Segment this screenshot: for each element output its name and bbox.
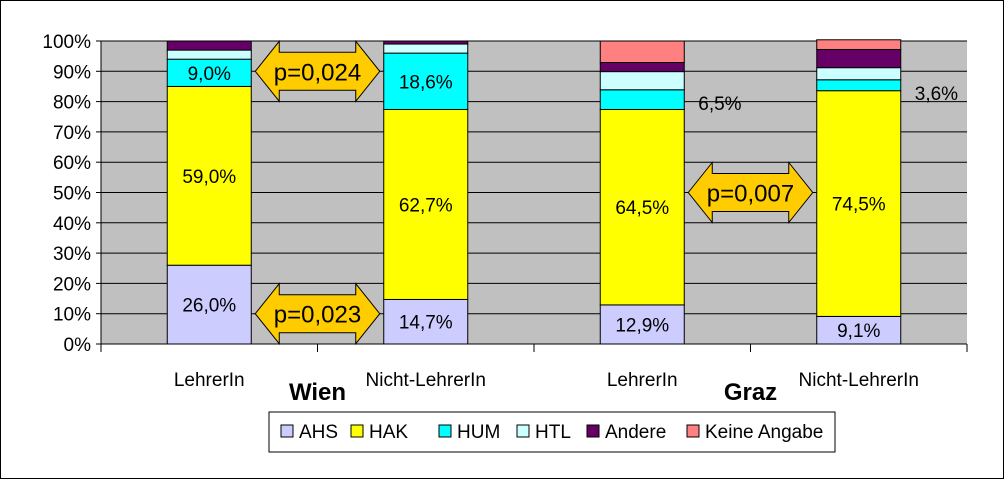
data-label: 9,1% [837, 321, 880, 342]
axes: 0% 10% 20% 30% 40% 50% 60% 70% 80% 90% 100% LehrerI… [42, 32, 968, 406]
bar-segment [599, 40, 685, 64]
bar-segment [816, 39, 902, 50]
bar-segment [599, 89, 685, 110]
y-tick-label: 70% [53, 123, 91, 144]
data-label: 14,7% [399, 313, 453, 334]
bars [166, 39, 902, 345]
bar-segment [816, 67, 902, 81]
data-label: 62,7% [399, 195, 453, 216]
legend-label: Andere [605, 422, 666, 443]
annotation-arrows: p=0,024 p=0,023 p=0,007 [254, 39, 814, 346]
group-label: Wien [289, 379, 346, 406]
data-labels: 26,0% 59,0% 9,0% 14,7% 62,7% 18,6% 12,9% 64,5% 6… [182, 64, 958, 342]
legend-swatch [586, 424, 600, 438]
data-label: 64,5% [615, 198, 669, 219]
legend-swatch [686, 424, 700, 438]
bar-segment [166, 58, 252, 87]
y-tick-label: 10% [53, 305, 91, 326]
bar-segment [599, 108, 685, 306]
bar-segment [383, 52, 469, 110]
y-tick-label: 30% [53, 244, 91, 265]
data-label: 18,6% [399, 72, 453, 93]
bar-segment [383, 298, 469, 345]
bar-segment [816, 48, 902, 69]
p-value-label: p=0,024 [274, 59, 361, 86]
bar-segment [166, 49, 252, 60]
data-label: 6,5% [698, 94, 741, 115]
bar-segment [383, 108, 469, 300]
legend-label: HAK [369, 422, 408, 443]
data-label: 9,0% [188, 64, 231, 85]
y-tick-label: 100% [42, 32, 91, 53]
double-arrow-shape [254, 282, 381, 346]
y-tick-label: 0% [64, 335, 92, 356]
y-tick-label: 80% [53, 93, 91, 114]
bar-segment [166, 85, 252, 266]
p-value-label: p=0,023 [274, 302, 361, 329]
legend-label: AHS [299, 422, 338, 443]
category-label: Nicht-LehrerIn [366, 370, 486, 391]
bar-segment [383, 40, 469, 45]
category-label: LehrerIn [174, 370, 245, 391]
legend: AHS HAK HUM HTL Andere Keine Angabe [268, 411, 836, 453]
group-label: Graz [724, 379, 777, 406]
bar-segment [166, 40, 252, 51]
double-arrow-shape [254, 39, 381, 103]
legend-swatch [280, 424, 294, 438]
data-label: 12,9% [615, 315, 669, 336]
y-tick-label: 40% [53, 214, 91, 235]
y-tick-label: 60% [53, 153, 91, 174]
legend-swatch [516, 424, 530, 438]
data-label: 3,6% [915, 84, 958, 105]
data-label: 59,0% [182, 167, 236, 188]
legend-swatch [350, 424, 364, 438]
category-label: LehrerIn [607, 370, 678, 391]
data-label: 74,5% [832, 195, 886, 216]
legend-label: HUM [457, 422, 500, 443]
bar-segment [816, 79, 902, 92]
bar-segment [599, 62, 685, 73]
bar-segment [166, 264, 252, 345]
y-tick-label: 50% [53, 184, 91, 205]
y-tick-label: 90% [53, 62, 91, 83]
category-label: Nicht-LehrerIn [799, 370, 919, 391]
legend-swatch [438, 424, 452, 438]
y-tick-label: 20% [53, 274, 91, 295]
bar-segment [383, 43, 469, 54]
double-arrow-shape [687, 161, 814, 224]
bar-segment [816, 90, 902, 317]
p-value-label: p=0,007 [707, 181, 794, 208]
data-label: 26,0% [182, 296, 236, 317]
bar-segment [599, 71, 685, 91]
legend-label: Keine Angabe [705, 422, 823, 443]
legend-label: HTL [535, 422, 571, 443]
